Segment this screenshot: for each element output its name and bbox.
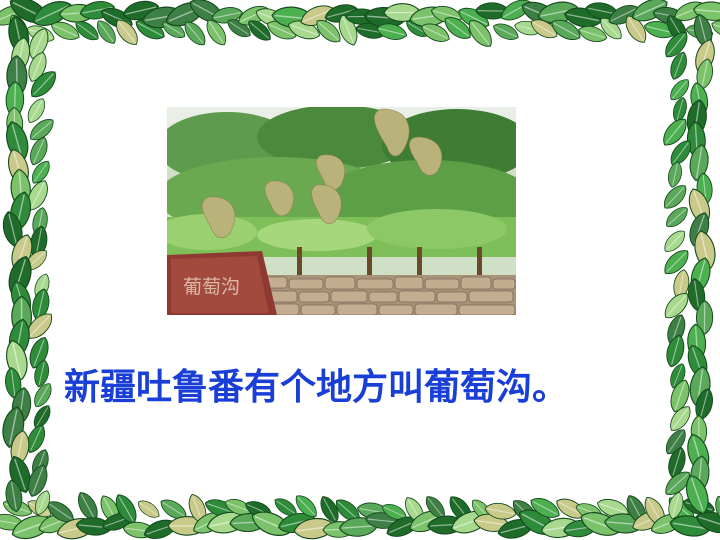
leaf-icon xyxy=(662,332,688,370)
leaf-icon xyxy=(665,160,685,190)
sign-text: 葡萄沟 xyxy=(183,276,240,298)
vineyard-photo: 葡萄沟 xyxy=(167,107,516,315)
leaf-icon xyxy=(134,496,163,522)
caption-text: 新疆吐鲁番有个地方叫葡萄沟。 xyxy=(64,367,569,408)
